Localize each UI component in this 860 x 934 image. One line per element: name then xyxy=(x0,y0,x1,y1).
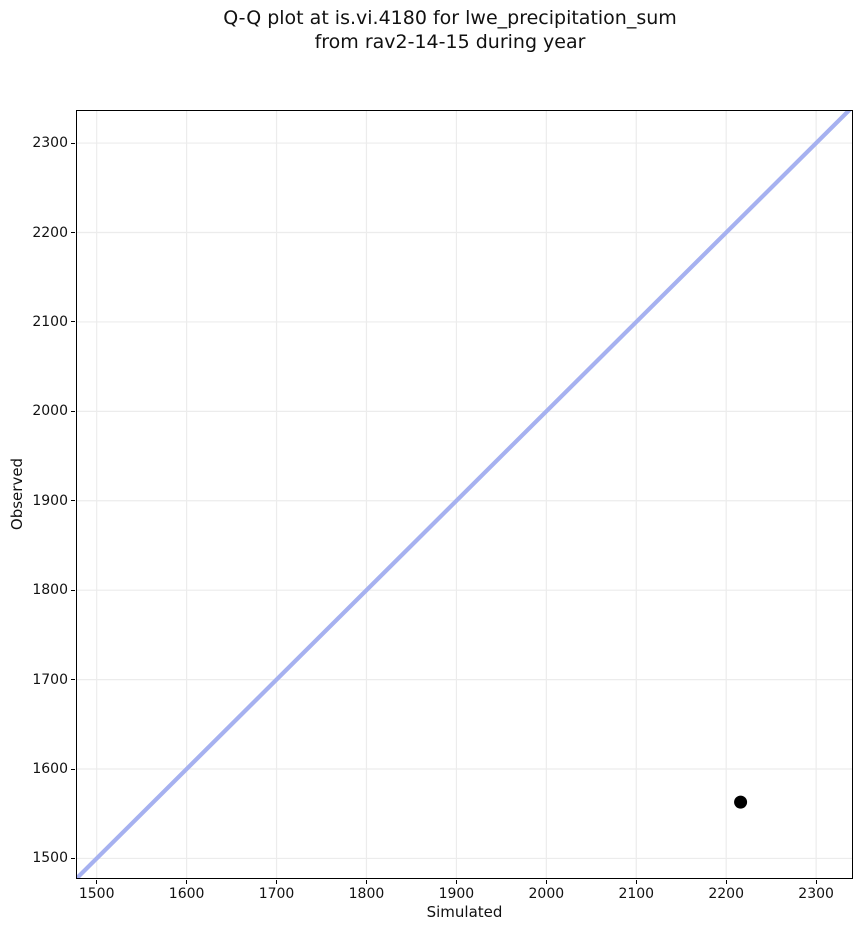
y-tick-mark xyxy=(71,768,75,770)
y-tick-mark xyxy=(71,500,75,502)
x-tick-mark xyxy=(276,880,278,884)
y-tick-label: 2200 xyxy=(32,224,68,241)
y-tick-label: 2300 xyxy=(32,135,68,152)
y-tick-mark xyxy=(71,232,75,233)
plot-area xyxy=(76,110,853,879)
y-tick-label: 1600 xyxy=(32,761,68,777)
x-axis-label: Simulated xyxy=(426,903,503,921)
data-point xyxy=(734,795,748,809)
x-tick-mark xyxy=(815,880,817,884)
y-tick-label: 1800 xyxy=(32,582,68,599)
x-tick-label: 2200 xyxy=(708,886,744,902)
x-tick-mark xyxy=(545,880,547,884)
y-tick-label: 1700 xyxy=(32,671,68,688)
x-tick-mark xyxy=(96,880,98,884)
y-tick-label: 2000 xyxy=(32,403,68,420)
x-tick-mark xyxy=(186,880,188,884)
x-tick-mark xyxy=(725,880,727,884)
chart-title-line2: from rav2-14-15 during year xyxy=(314,30,586,53)
x-tick-label: 1900 xyxy=(438,886,475,902)
y-tick-mark xyxy=(71,321,75,323)
x-tick-mark xyxy=(365,880,367,884)
x-tick-label: 2000 xyxy=(528,886,565,902)
x-tick-label: 1700 xyxy=(258,886,295,902)
y-tick-label: 2100 xyxy=(32,313,68,330)
x-tick-label: 1800 xyxy=(348,886,385,902)
y-tick-mark xyxy=(71,410,75,412)
y-tick-label: 1500 xyxy=(32,850,68,867)
chart-title-line1: Q-Q plot at is.vi.4180 for lwe_precipita… xyxy=(223,7,677,29)
y-tick-label: 1900 xyxy=(32,492,68,509)
x-tick-label: 2300 xyxy=(798,886,834,902)
x-tick-label: 2100 xyxy=(618,886,655,902)
y-tick-mark xyxy=(71,857,75,859)
x-tick-label: 1600 xyxy=(168,886,205,902)
plot-border xyxy=(76,110,853,879)
y-axis-label: Observed xyxy=(8,457,26,531)
y-tick-mark xyxy=(71,589,75,591)
y-tick-mark xyxy=(71,142,75,144)
chart-title: Q-Q plot at is.vi.4180 for lwe_precipita… xyxy=(35,7,860,54)
y-tick-mark xyxy=(71,679,75,681)
x-tick-mark xyxy=(455,880,457,884)
x-tick-mark xyxy=(635,880,637,884)
x-tick-label: 1500 xyxy=(78,886,115,902)
identity-line xyxy=(76,110,853,879)
